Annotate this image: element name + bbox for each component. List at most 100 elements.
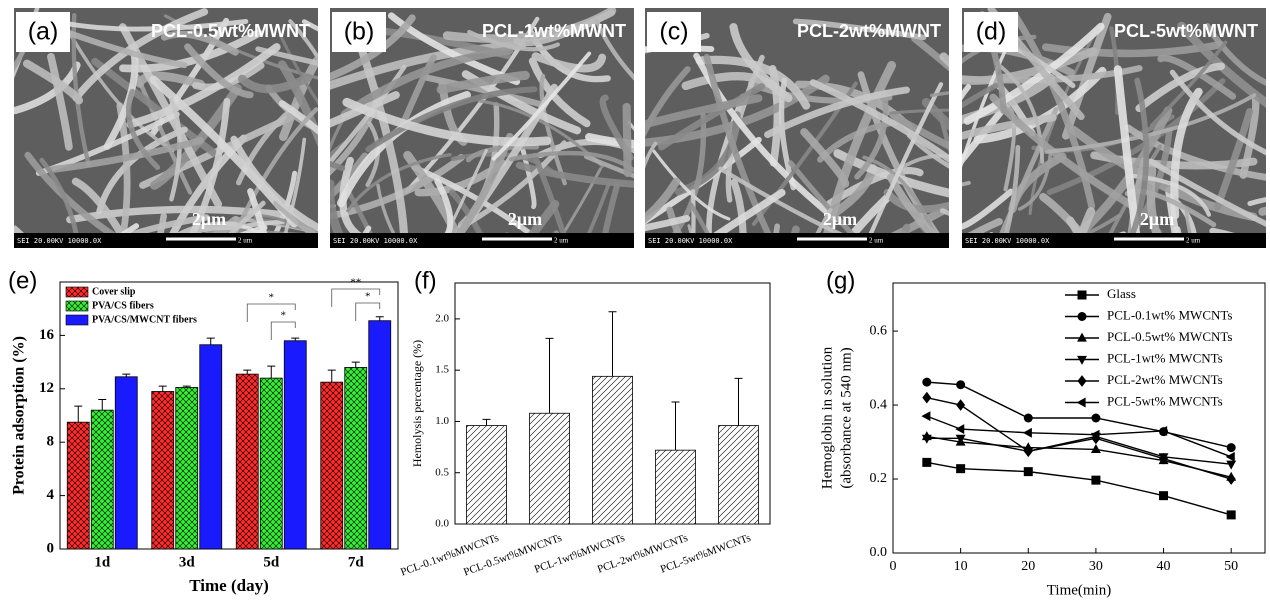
x-tick-label: 20	[1021, 559, 1035, 574]
marker	[956, 399, 966, 411]
bar	[199, 344, 223, 550]
bar	[90, 409, 114, 550]
marker	[1076, 397, 1086, 408]
error-bar	[182, 385, 191, 388]
x-tick-label: 1d	[94, 554, 111, 570]
marker	[1226, 473, 1236, 485]
marker	[1077, 290, 1087, 300]
marker	[1023, 445, 1033, 458]
y-tick-label: 1.0	[435, 415, 449, 427]
series-line	[926, 435, 1232, 465]
y-tick-label: 0.2	[870, 471, 888, 486]
bar	[66, 421, 90, 550]
error-bar	[243, 369, 252, 375]
error-bar	[291, 337, 300, 341]
panel-label: (b)	[344, 18, 375, 46]
panel-label: (f)	[414, 267, 437, 294]
marker	[955, 434, 966, 444]
scale-unit: 2 um	[1186, 237, 1201, 245]
legend-swatch	[65, 314, 89, 326]
image-caption: PCL-2wt%MWNT	[797, 21, 941, 41]
image-caption: PCL-1wt%MWNT	[482, 21, 626, 41]
scale-unit: 2 um	[238, 237, 253, 245]
significance-bracket	[246, 303, 296, 322]
error-bar	[158, 385, 167, 392]
x-tick-label: 50	[1224, 559, 1238, 574]
error-bar	[608, 311, 617, 377]
legend-label: PCL-1wt% MWCNTs	[1107, 350, 1223, 365]
bar	[151, 391, 175, 550]
y-axis-label: Hemoglobin in solution	[819, 346, 835, 489]
y-axis-label: (absorbance at 540 nm)	[838, 347, 854, 488]
error-bar	[206, 337, 215, 345]
error-bar	[351, 361, 360, 368]
scale-label: 2μm	[192, 209, 226, 229]
marker	[1226, 460, 1237, 470]
plot-frame	[892, 282, 1266, 554]
panel-label: (g)	[826, 267, 855, 294]
legend-label: PVA/CS fibers	[92, 300, 154, 311]
error-bar	[545, 337, 554, 414]
image-info: SEI 20.00KV 10000.0X	[965, 237, 1050, 245]
scale-unit: 2 um	[554, 237, 569, 245]
marker	[1225, 451, 1235, 462]
bar	[320, 381, 344, 550]
series-line	[926, 415, 1232, 458]
y-tick-label: 2.0	[435, 312, 449, 324]
marker	[1077, 332, 1087, 342]
marker	[1090, 429, 1100, 440]
marker	[1077, 312, 1087, 321]
error-bar	[122, 373, 131, 377]
x-axis-label: Time(min)	[1047, 582, 1111, 598]
marker	[1226, 443, 1236, 453]
error-bar	[74, 405, 83, 423]
series-line	[926, 396, 1232, 480]
marker	[1023, 413, 1033, 423]
y-tick-label: 0.5	[435, 466, 449, 478]
bar	[175, 387, 199, 550]
y-tick-label: 0.0	[870, 545, 888, 560]
legend-swatch	[65, 286, 89, 298]
image-caption: PCL-5wt%MWNT	[1114, 21, 1258, 41]
y-tick-label: 0	[47, 540, 55, 556]
error-bar	[671, 401, 680, 451]
panel-label: (d)	[976, 18, 1007, 46]
scale-label: 2μm	[508, 209, 542, 229]
image-caption: PCL-0.5wt%MWNT	[151, 21, 310, 41]
significance-bracket	[331, 288, 381, 307]
series-line	[926, 435, 1232, 478]
significance-label: *	[269, 292, 275, 304]
label-box	[647, 12, 701, 52]
x-tick-label: 3d	[179, 554, 196, 570]
legend-label: PCL-5wt% MWCNTs	[1107, 393, 1223, 408]
error-bar	[327, 369, 336, 383]
x-tick-label: 40	[1157, 559, 1171, 574]
panel-label: (c)	[659, 18, 688, 46]
legend-label: Glass	[1107, 286, 1136, 301]
significance-label: *	[365, 291, 371, 303]
error-bar	[482, 418, 491, 426]
significance-bracket	[270, 321, 296, 340]
y-tick-label: 0.6	[870, 323, 888, 338]
series-line	[926, 381, 1232, 449]
y-tick-label: 8	[47, 434, 55, 450]
series-line	[926, 461, 1232, 516]
legend-swatch	[65, 300, 89, 312]
x-tick-label: 10	[954, 559, 968, 574]
marker	[1091, 475, 1101, 485]
legend-label: PCL-0.1wt% MWCNTs	[1107, 307, 1232, 322]
bar	[235, 373, 259, 550]
bar	[718, 425, 759, 525]
legend-label: PCL-0.5wt% MWCNTs	[1107, 329, 1232, 344]
legend-label: Cover slip	[92, 286, 136, 297]
bar	[114, 376, 138, 550]
image-info: SEI 20.00KV 10000.0X	[333, 237, 418, 245]
bar	[592, 375, 633, 525]
error-bar	[734, 377, 743, 426]
label-box	[16, 12, 70, 52]
bar	[344, 367, 368, 550]
scale-label: 2μm	[1140, 209, 1174, 229]
panel-label: (e)	[8, 267, 37, 294]
marker	[922, 377, 932, 387]
y-tick-label: 0.4	[870, 397, 888, 412]
